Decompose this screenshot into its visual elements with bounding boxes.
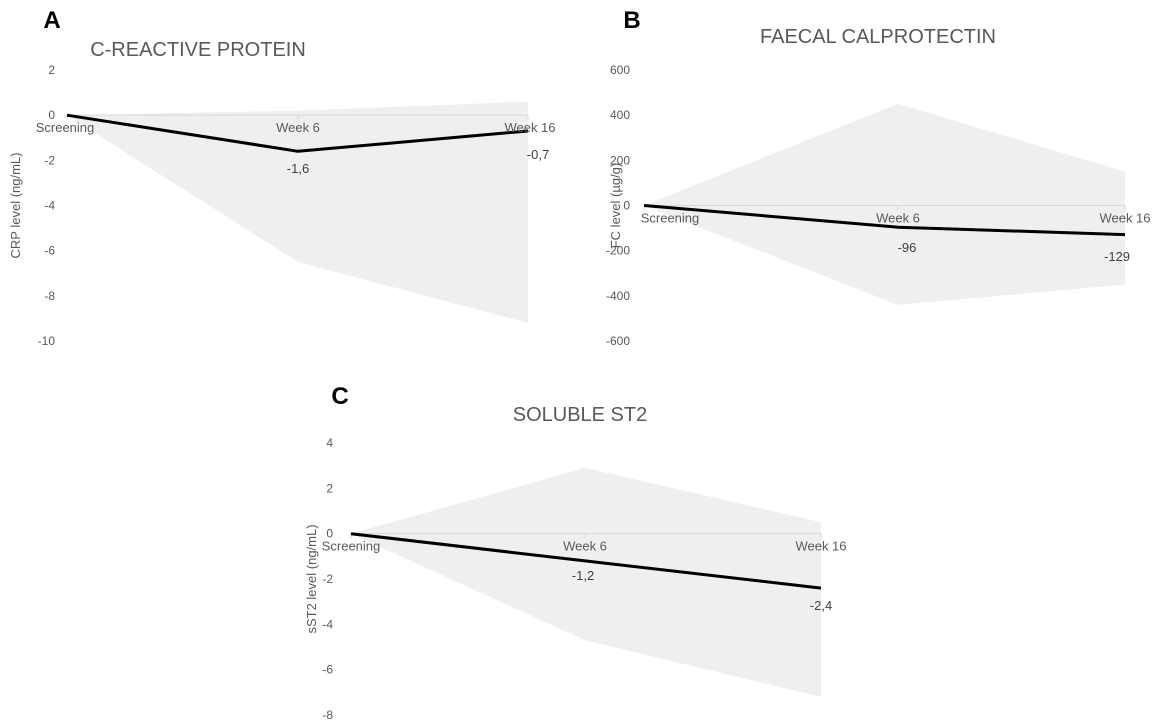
panel-b-category-label: Week 16 <box>1099 211 1150 226</box>
panel-b-data-label: -129 <box>1104 249 1130 264</box>
panel-c-series-line <box>350 532 822 590</box>
panel-a-y-tick-label: -8 <box>44 289 55 303</box>
panel-c-y-tick-label: 2 <box>326 481 333 495</box>
panel-b-y-tick-label: 600 <box>610 63 630 77</box>
panel-a-series-line <box>66 113 529 153</box>
panel-b-data-label: -96 <box>898 240 917 255</box>
panel-a-panel-label: A <box>43 7 60 34</box>
panel-c-y-tick-label: 4 <box>326 436 333 450</box>
panel-a-y-tick-label: 2 <box>48 63 55 77</box>
panel-a-category-label: Screening <box>36 120 95 135</box>
panel-b-range-band <box>644 103 1125 305</box>
panel-a-range-band <box>67 101 528 323</box>
panel-a-y-tick-label: -10 <box>38 334 56 348</box>
panel-c-y-tick-label: -4 <box>322 617 333 631</box>
panel-b-series-line <box>643 204 1126 237</box>
panel-a-data-label: -0,7 <box>527 147 549 162</box>
panel-b-category-label: Week 6 <box>876 211 920 226</box>
panel-b-y-tick-label: 0 <box>623 199 630 213</box>
panel-b-y-tick-label: -200 <box>606 244 630 258</box>
panel-a-y-tick-label: -4 <box>44 199 55 213</box>
panel-c-data-label: -2,4 <box>810 598 832 613</box>
panel-a-title: C-REACTIVE PROTEIN <box>90 39 306 61</box>
panel-b-y-tick-label: 200 <box>610 153 630 167</box>
panel-b-y-tick-label: -600 <box>606 334 630 348</box>
panel-c-title: SOLUBLE ST2 <box>513 404 648 426</box>
panel-c-data-label: -1,2 <box>572 568 594 583</box>
panel-c-panel-label: C <box>331 383 348 410</box>
panel-a-y-tick-label: 0 <box>48 108 55 122</box>
panel-c-y-tick-label: 0 <box>326 527 333 541</box>
panel-c-category-label: Week 6 <box>563 539 607 554</box>
panel-a-y-tick-label: -2 <box>44 153 55 167</box>
panel-c-y-tick-label: -6 <box>322 663 333 677</box>
panel-b-title: FAECAL CALPROTECTIN <box>760 26 996 48</box>
panel-c-category-label: Screening <box>322 539 381 554</box>
panel-c-y-tick-label: -8 <box>322 708 333 720</box>
panel-c-y-tick-label: -2 <box>322 572 333 586</box>
panel-a-y-axis-label: CRP level (ng/mL) <box>8 153 23 259</box>
panel-b-y-tick-label: 400 <box>610 108 630 122</box>
panel-b-y-axis-label: FC level (µg/g) <box>608 163 623 249</box>
panel-b-y-tick-label: -400 <box>606 289 630 303</box>
panel-a-y-tick-label: -6 <box>44 244 55 258</box>
panel-a-category-label: Week 6 <box>276 120 320 135</box>
panel-c-y-axis-label: sST2 level (ng/mL) <box>304 524 319 633</box>
panel-b-panel-label: B <box>623 7 640 34</box>
panel-b-category-label: Screening <box>641 211 700 226</box>
panel-a-data-label: -1,6 <box>287 161 309 176</box>
panel-a-category-label: Week 16 <box>504 120 555 135</box>
panel-c-category-label: Week 16 <box>795 539 846 554</box>
panel-c-range-band <box>351 467 821 697</box>
